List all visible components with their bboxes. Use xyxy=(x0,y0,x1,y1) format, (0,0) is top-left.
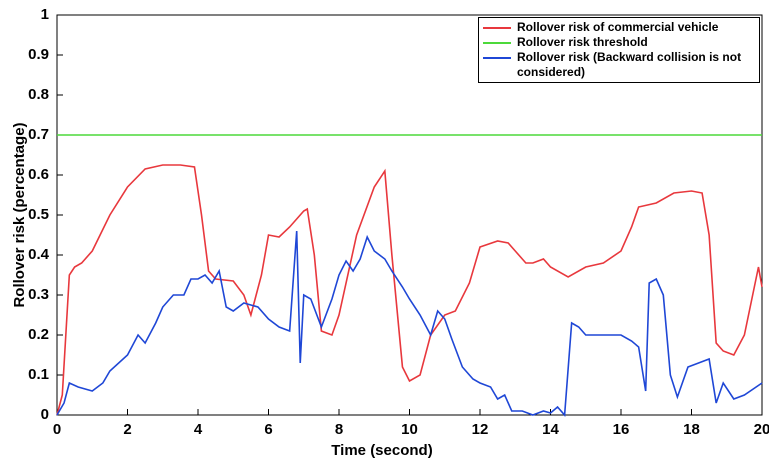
y-tick-label: 0.2 xyxy=(28,326,49,343)
y-tick-label: 0.6 xyxy=(28,166,49,183)
legend-swatch xyxy=(483,42,511,44)
x-tick-label: 14 xyxy=(542,421,559,438)
legend-label: Rollover risk of commercial vehicle xyxy=(517,20,719,34)
x-tick-label: 12 xyxy=(472,421,489,438)
y-tick-label: 0.9 xyxy=(28,46,49,63)
y-tick-label: 0.4 xyxy=(28,246,50,263)
series-line xyxy=(56,164,763,416)
y-tick-label: 0.5 xyxy=(28,206,49,223)
x-tick-label: 6 xyxy=(264,421,272,438)
legend-swatch xyxy=(483,57,511,59)
x-tick-label: 10 xyxy=(401,421,418,438)
legend: Rollover risk of commercial vehicle Rollo… xyxy=(478,17,760,83)
y-tick-label: 0.3 xyxy=(28,286,49,303)
x-tick-label: 18 xyxy=(683,421,700,438)
x-tick-label: 16 xyxy=(613,421,630,438)
x-tick-label: 2 xyxy=(123,421,131,438)
x-tick-label: 20 xyxy=(754,421,769,438)
y-tick-label: 1 xyxy=(41,6,49,23)
y-tick-label: 0 xyxy=(41,406,49,423)
legend-entry: Rollover risk threshold xyxy=(483,35,755,50)
legend-swatch xyxy=(483,27,511,29)
x-tick-label: 8 xyxy=(335,421,343,438)
x-tick-label: 0 xyxy=(53,421,61,438)
x-tick-label: 4 xyxy=(194,421,203,438)
legend-entry: Rollover risk of commercial vehicle xyxy=(483,20,755,35)
y-tick-label: 0.8 xyxy=(28,86,49,103)
y-tick-label: 0.7 xyxy=(28,126,49,143)
legend-entry: Rollover risk (Backward collision is not… xyxy=(483,50,755,80)
y-tick-label: 0.1 xyxy=(28,366,49,383)
y-axis-label: Rollover risk (percentage) xyxy=(11,122,28,307)
x-axis-label: Time (second) xyxy=(331,442,432,459)
series-line xyxy=(56,230,763,417)
legend-label: Rollover risk threshold xyxy=(517,35,648,49)
legend-label: Rollover risk (Backward collision is not… xyxy=(517,50,742,79)
